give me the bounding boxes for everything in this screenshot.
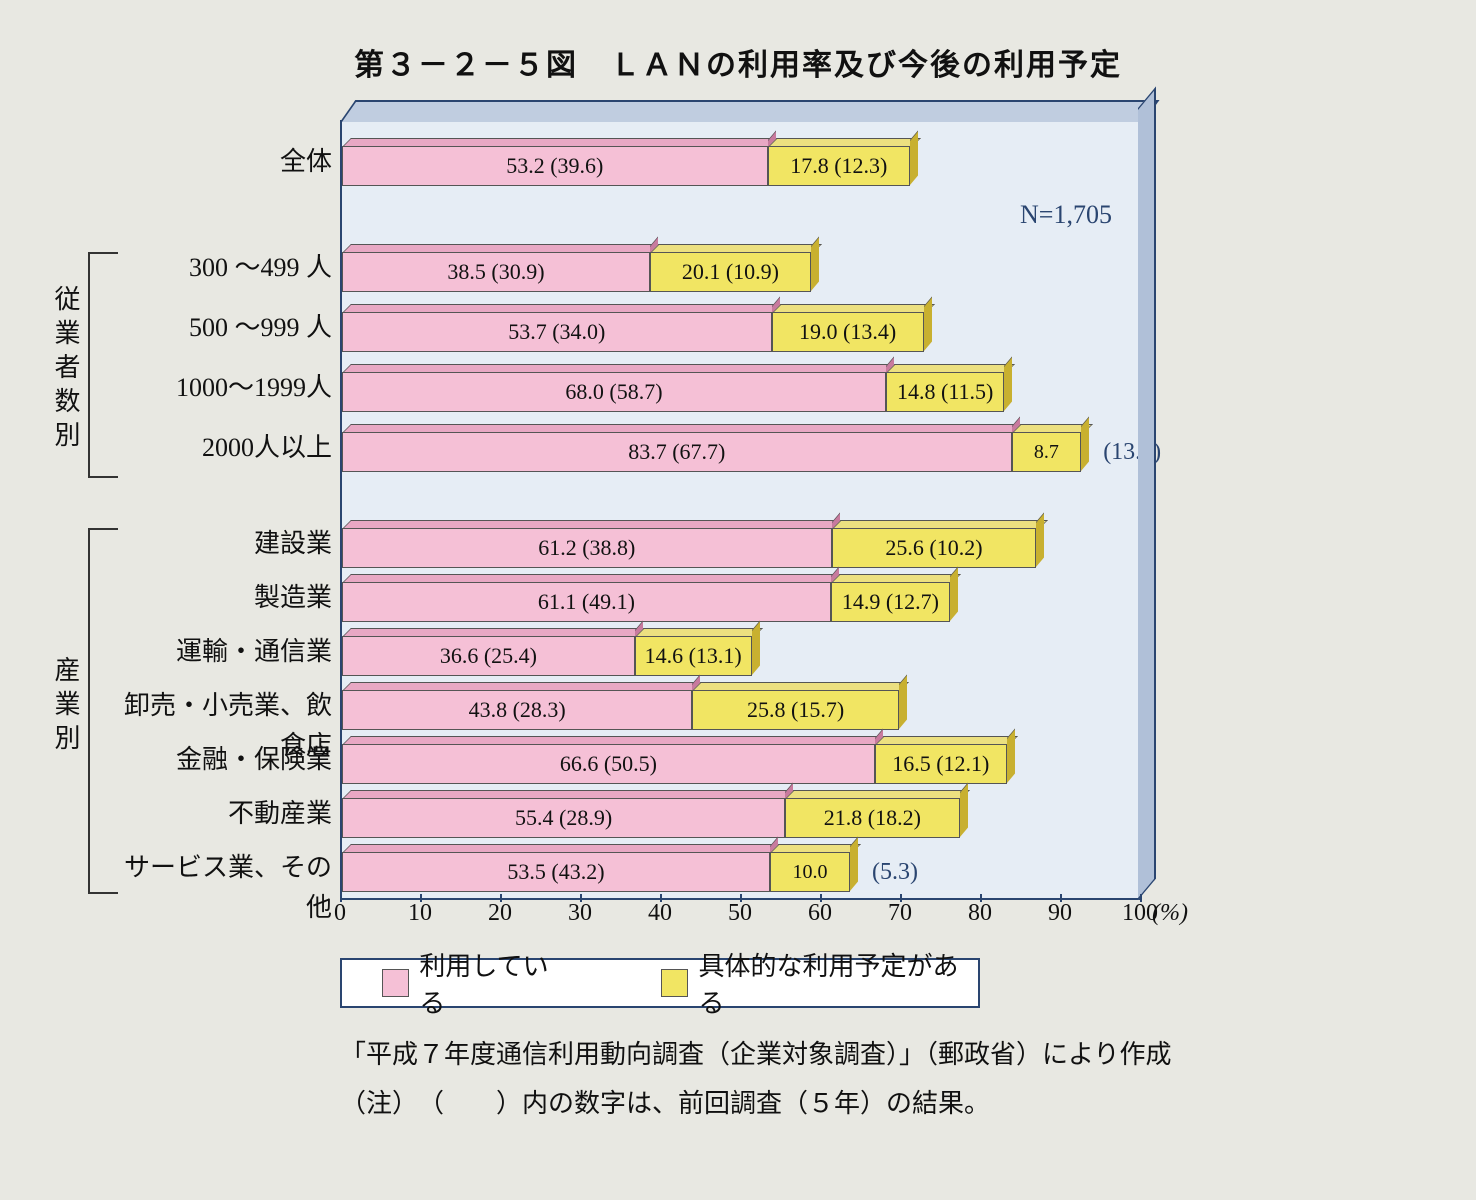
chart-title: 第３－２－５図 ＬＡＮの利用率及び今後の利用予定 <box>0 40 1476 84</box>
row-label: 卸売・小売業、飲食店 <box>112 686 332 726</box>
bar-using-value: 61.1 (49.1) <box>342 582 831 622</box>
overflow-value: (5.3) <box>872 852 918 892</box>
x-tick-label: 30 <box>560 900 600 927</box>
bar-using: 43.8 (28.3) <box>342 690 692 730</box>
bar-using-value: 68.0 (58.7) <box>342 372 886 412</box>
x-tick-label: 40 <box>640 900 680 927</box>
bar-using-value: 43.8 (28.3) <box>342 690 692 730</box>
legend-item-planned: 具体的な利用予定がある <box>661 946 978 1020</box>
bar-planned: 16.5 (12.1) <box>875 744 1007 784</box>
bar-using-value: 53.2 (39.6) <box>342 146 768 186</box>
bar-planned-value: 14.6 (13.1) <box>635 636 752 676</box>
x-tick-label: 10 <box>400 900 440 927</box>
legend-swatch-pink <box>382 969 409 997</box>
x-tick-label: 60 <box>800 900 840 927</box>
bar-planned: 14.8 (11.5) <box>886 372 1004 412</box>
bar-planned-value: 21.8 (18.2) <box>785 798 959 838</box>
bar-planned: 25.6 (10.2) <box>832 528 1037 568</box>
bar-using: 66.6 (50.5) <box>342 744 875 784</box>
note-source: 「平成７年度通信利用動向調査（企業対象調査）」（郵政省）により作成 <box>340 1030 1240 1079</box>
y-axis-line <box>340 120 342 902</box>
bar-using-value: 36.6 (25.4) <box>342 636 635 676</box>
bar-using-value: 55.4 (28.9) <box>342 798 785 838</box>
bar-row: 2000人以上83.7 (67.7)8.7(13.3) <box>342 428 1138 488</box>
row-label: サービス業、その他 <box>112 848 332 888</box>
bar-using: 61.1 (49.1) <box>342 582 831 622</box>
bar-planned: 8.7 <box>1012 432 1082 472</box>
legend: 利用している 具体的な利用予定がある <box>340 958 980 1008</box>
bar-using: 83.7 (67.7) <box>342 432 1012 472</box>
bar-using: 53.2 (39.6) <box>342 146 768 186</box>
bar-using-value: 38.5 (30.9) <box>342 252 650 292</box>
bar-row: 500 ～999 人53.7 (34.0)19.0 (13.4) <box>342 308 1138 368</box>
x-tick-label: 50 <box>720 900 760 927</box>
x-axis: (%) 0102030405060708090100 <box>340 900 1140 940</box>
chart-panel: 全体53.2 (39.6)17.8 (12.3) 300 ～499 人38.5 (… <box>340 120 1140 900</box>
x-tick-label: 70 <box>880 900 920 927</box>
group-label-industry: 産業別 <box>48 656 84 758</box>
bar-planned-value: 17.8 (12.3) <box>768 146 910 186</box>
bar-planned: 17.8 (12.3) <box>768 146 910 186</box>
legend-label-planned: 具体的な利用予定がある <box>698 946 978 1020</box>
bar-planned-value: 8.7 <box>1012 432 1082 472</box>
bar-row: 全体53.2 (39.6)17.8 (12.3) <box>342 142 1138 202</box>
bar-using: 53.5 (43.2) <box>342 852 770 892</box>
bar-planned: 10.0 <box>770 852 850 892</box>
bar-planned-value: 10.0 <box>770 852 850 892</box>
bar-planned-value: 25.8 (15.7) <box>692 690 898 730</box>
row-label: 全体 <box>112 142 332 182</box>
group-label-employees: 従業者数別 <box>48 285 84 455</box>
note-remark: （注） （ ）内の数字は、前回調査（５年）の結果。 <box>340 1079 1240 1128</box>
row-label: 300 ～499 人 <box>112 248 332 288</box>
row-label: 建設業 <box>112 524 332 564</box>
row-label: 金融・保険業 <box>112 740 332 780</box>
n-label: N=1,705 <box>1020 200 1112 230</box>
row-label: 不動産業 <box>112 794 332 834</box>
page: 第３－２－５図 ＬＡＮの利用率及び今後の利用予定 全体53.2 (39.6)17… <box>0 0 1476 1200</box>
bar-using-value: 53.7 (34.0) <box>342 312 772 352</box>
x-tick-label: 20 <box>480 900 520 927</box>
legend-label-using: 利用している <box>419 946 571 1020</box>
legend-swatch-yellow <box>661 969 688 997</box>
legend-item-using: 利用している <box>382 946 571 1020</box>
group-bracket-industry <box>88 528 118 894</box>
group-bracket-employees <box>88 252 118 478</box>
bar-row: 300 ～499 人38.5 (30.9)20.1 (10.9) <box>342 248 1138 308</box>
bar-planned-value: 19.0 (13.4) <box>772 312 924 352</box>
x-tick-label: 0 <box>320 900 360 927</box>
bar-planned: 20.1 (10.9) <box>650 252 811 292</box>
notes: 「平成７年度通信利用動向調査（企業対象調査）」（郵政省）により作成 （注） （ … <box>340 1030 1240 1129</box>
bar-using: 36.6 (25.4) <box>342 636 635 676</box>
bar-using: 68.0 (58.7) <box>342 372 886 412</box>
row-label: 運輸・通信業 <box>112 632 332 672</box>
bar-planned-value: 14.8 (11.5) <box>886 372 1004 412</box>
x-tick-label: 90 <box>1040 900 1080 927</box>
bar-planned-value: 25.6 (10.2) <box>832 528 1037 568</box>
bar-planned-value: 16.5 (12.1) <box>875 744 1007 784</box>
bar-using: 61.2 (38.8) <box>342 528 832 568</box>
row-label: 500 ～999 人 <box>112 308 332 348</box>
bar-planned: 19.0 (13.4) <box>772 312 924 352</box>
x-tick-label: 100 <box>1120 900 1160 927</box>
bar-planned-value: 14.9 (12.7) <box>831 582 950 622</box>
bar-planned: 14.6 (13.1) <box>635 636 752 676</box>
bar-planned: 21.8 (18.2) <box>785 798 959 838</box>
bar-using: 53.7 (34.0) <box>342 312 772 352</box>
row-label: 1000～1999人 <box>112 368 332 408</box>
bar-using-value: 83.7 (67.7) <box>342 432 1012 472</box>
overflow-value: (13.3) <box>1103 432 1161 472</box>
row-label: 製造業 <box>112 578 332 618</box>
bar-using-value: 66.6 (50.5) <box>342 744 875 784</box>
bar-using: 55.4 (28.9) <box>342 798 785 838</box>
bar-planned: 25.8 (15.7) <box>692 690 898 730</box>
row-label: 2000人以上 <box>112 428 332 468</box>
bar-using-value: 61.2 (38.8) <box>342 528 832 568</box>
bar-using: 38.5 (30.9) <box>342 252 650 292</box>
bar-planned-value: 20.1 (10.9) <box>650 252 811 292</box>
bar-planned: 14.9 (12.7) <box>831 582 950 622</box>
bar-using-value: 53.5 (43.2) <box>342 852 770 892</box>
x-tick-label: 80 <box>960 900 1000 927</box>
